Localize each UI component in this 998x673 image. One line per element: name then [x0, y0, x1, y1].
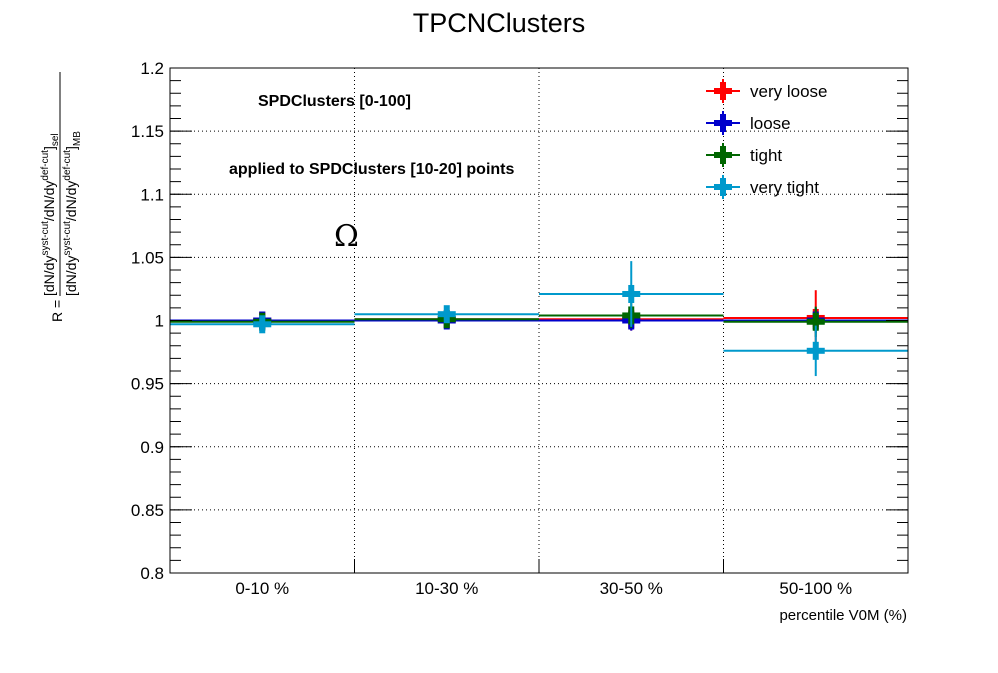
- data-point-v: [812, 341, 819, 360]
- y-tick-label: 0.8: [140, 564, 164, 583]
- y-tick-label: 1.05: [131, 248, 164, 267]
- series-very-tight: [170, 261, 908, 377]
- legend-label: tight: [750, 146, 782, 165]
- annotation-applied-points: applied to SPDClusters [10-20] points: [229, 161, 514, 178]
- numerator-part-3: ]: [41, 146, 57, 150]
- legend-marker-v: [720, 146, 726, 164]
- denominator-part-3: ]: [63, 146, 79, 150]
- x-axis: 0-10 % 10-30 % 30-50 % 50-100 %: [235, 559, 852, 598]
- numerator-sup-2: def-cut: [40, 150, 51, 181]
- denominator-sub: MB: [72, 131, 83, 146]
- numerator-sub: sel: [50, 133, 61, 146]
- y-tick-label: 0.95: [131, 375, 164, 394]
- y-axis-label-numerator: [dN/dysyst-cut/dN/dydef-cut]sel: [40, 133, 61, 296]
- chart-title: TPCNClusters: [413, 8, 586, 38]
- denominator-sup-1: syst-cut: [62, 221, 73, 256]
- series-group: [170, 261, 908, 377]
- annotation-omega: Ω: [334, 219, 359, 254]
- numerator-sup-1: syst-cut: [40, 221, 51, 256]
- legend-label: very loose: [750, 82, 827, 101]
- numerator-part-2: /dN/dy: [41, 181, 57, 221]
- data-point-v: [443, 305, 450, 324]
- legend-marker-v: [720, 114, 726, 132]
- y-tick-label: 0.9: [140, 438, 164, 457]
- data-point-v: [628, 284, 635, 303]
- legend-marker-v: [720, 82, 726, 100]
- legend-marker-v: [720, 178, 726, 196]
- y-tick-label: 1.1: [140, 185, 164, 204]
- x-tick-label: 30-50 %: [600, 579, 663, 598]
- y-axis-label-prefix: R =: [49, 300, 65, 322]
- numerator-part-1: [dN/dy: [41, 256, 57, 296]
- y-tick-label: 0.85: [131, 501, 164, 520]
- x-tick-label: 10-30 %: [415, 579, 478, 598]
- x-tick-label: 0-10 %: [235, 579, 289, 598]
- x-axis-label: percentile V0M (%): [779, 607, 907, 624]
- denominator-part-1: [dN/dy: [63, 256, 79, 296]
- y-axis-label: R = [dN/dysyst-cut/dN/dydef-cut]sel [dN/…: [40, 72, 83, 322]
- data-point-v: [259, 315, 266, 334]
- y-tick-label: 1: [155, 312, 164, 331]
- legend-label: loose: [750, 114, 791, 133]
- legend-label: very tight: [750, 178, 819, 197]
- annotation-spdclusters-range: SPDClusters [0-100]: [258, 93, 411, 110]
- x-tick-label: 50-100 %: [779, 579, 852, 598]
- legend: very loose loose tight very tight: [706, 79, 827, 199]
- data-point-v: [812, 312, 819, 331]
- denominator-sup-2: def-cut: [62, 150, 73, 181]
- y-tick-label: 1.2: [140, 59, 164, 78]
- denominator-part-2: /dN/dy: [63, 181, 79, 221]
- y-tick-label: 1.15: [131, 122, 164, 141]
- y-axis-label-denominator: [dN/dysyst-cut/dN/dydef-cut]MB: [62, 131, 83, 296]
- y-axis: 0.8 0.85 0.9 0.95 1 1.05 1.1 1.15 1.2: [131, 59, 908, 583]
